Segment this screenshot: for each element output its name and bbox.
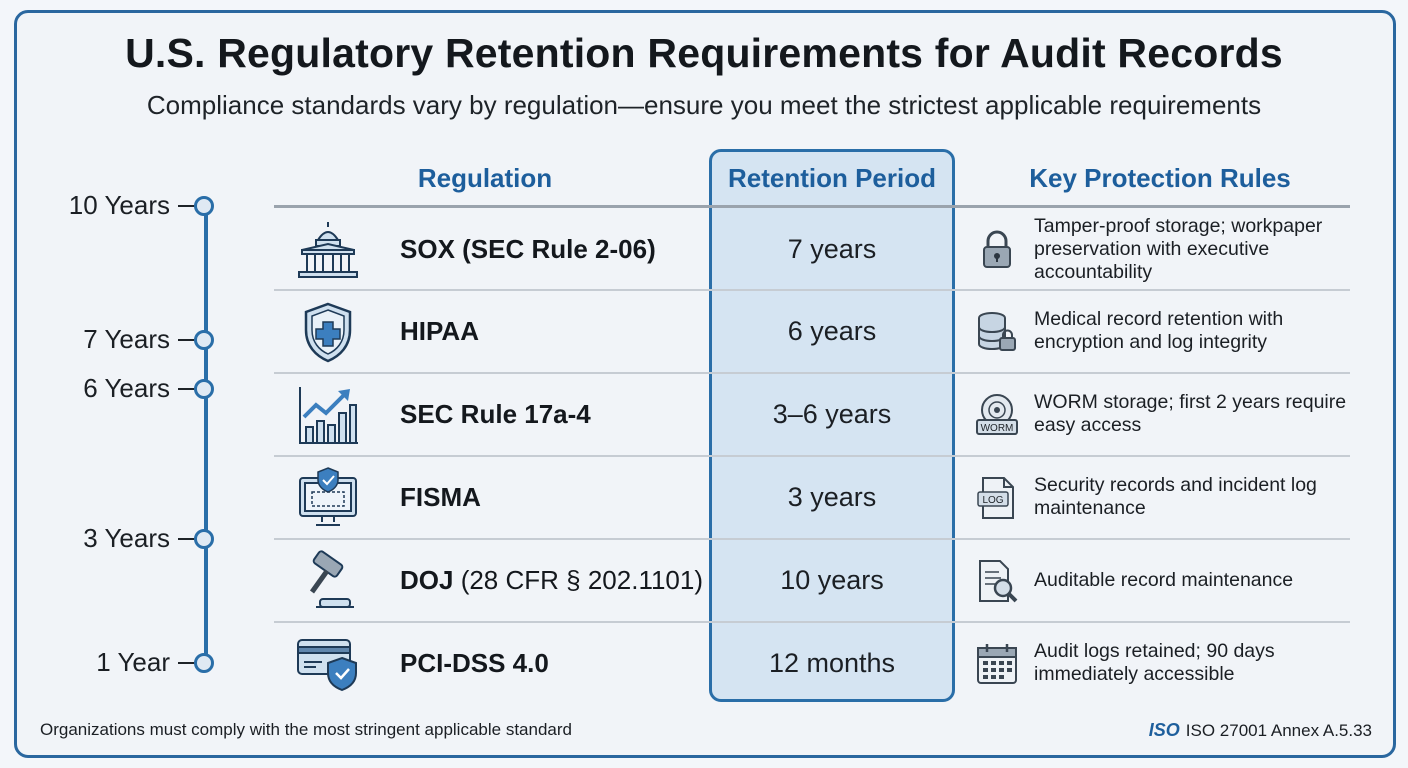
- timeline-label: 6 Years: [83, 373, 170, 403]
- infographic-frame: [14, 10, 1396, 758]
- protection-rule: Tamper-proof storage; workpaper preserva…: [1034, 214, 1323, 283]
- padlock-icon: [983, 230, 1011, 268]
- timeline-marker: [194, 196, 214, 216]
- row-divider: [274, 455, 1350, 457]
- secure-monitor-icon: [299, 467, 357, 526]
- timeline-marker: [194, 330, 214, 350]
- regulation-name: SOX (SEC Rule 2-06): [400, 234, 656, 264]
- log-label: LOG: [982, 495, 1003, 506]
- protection-rule: Medical record retention with encryption…: [1034, 308, 1284, 353]
- timeline-tick-dash: [178, 205, 196, 207]
- regulation-name: DOJ (28 CFR § 202.1101): [400, 565, 704, 595]
- column-header-regulation: Regulation: [417, 163, 553, 193]
- growth-chart-icon: [299, 387, 358, 444]
- retention-column-highlight: [709, 149, 955, 702]
- regulation-name: PCI-DSS 4.0: [400, 648, 549, 678]
- timeline-label: 7 Years: [83, 324, 170, 354]
- retention-period: 3 years: [787, 482, 877, 512]
- timeline-tick-dash: [178, 388, 196, 390]
- calendar-icon: [977, 644, 1017, 684]
- timeline-tick-dash: [178, 662, 196, 664]
- retention-period: 7 years: [787, 234, 877, 264]
- row-divider: [274, 621, 1350, 623]
- log-file-icon: LOG: [977, 477, 1014, 519]
- protection-rule: Security records and incident log mainte…: [1034, 474, 1317, 519]
- retention-period: 6 years: [787, 316, 877, 346]
- page-title: U.S. Regulatory Retention Requirements f…: [125, 30, 1283, 76]
- document-search-icon: [979, 560, 1018, 603]
- row-divider: [274, 289, 1350, 291]
- regulation-name: SEC Rule 17a-4: [400, 399, 591, 429]
- capitol-building-icon: [298, 222, 358, 278]
- table-row: FISMA 3 years LOG Security records and i…: [274, 456, 1350, 538]
- timeline-label: 3 Years: [83, 523, 170, 553]
- row-divider: [274, 538, 1350, 540]
- page-subtitle: Compliance standards vary by regulation—…: [146, 90, 1262, 120]
- regulation-name: HIPAA: [400, 316, 479, 346]
- credit-card-shield-icon: [297, 639, 357, 692]
- timeline-label: 1 Year: [96, 647, 170, 677]
- timeline-tick-dash: [178, 538, 196, 540]
- retention-period: 10 years: [780, 565, 884, 595]
- timeline-tick-dash: [178, 339, 196, 341]
- gavel-icon: [309, 550, 354, 608]
- iso-logo: ISO: [1148, 720, 1180, 740]
- medical-shield-icon: [304, 302, 352, 363]
- retention-period: 12 months: [768, 648, 896, 678]
- timeline-marker: [194, 529, 214, 549]
- column-header-retention: Retention Period: [727, 163, 936, 193]
- table-row: SOX (SEC Rule 2-06) 7 years Tamper-proof…: [274, 208, 1350, 290]
- timeline-marker: [194, 653, 214, 673]
- timeline-axis: [204, 206, 208, 663]
- table-row: PCI-DSS 4.0 12 months Audit logs retaine…: [274, 622, 1350, 704]
- footer-note: Organizations must comply with the most …: [40, 720, 572, 739]
- row-divider: [274, 372, 1350, 374]
- header-divider: [274, 205, 1350, 208]
- protection-rule: Audit logs retained; 90 days immediately…: [1034, 640, 1275, 685]
- retention-period: 3–6 years: [772, 399, 892, 429]
- timeline-marker: [194, 379, 214, 399]
- table-row: SEC Rule 17a-4 3–6 years WORM WORM stora…: [274, 373, 1350, 455]
- table-row: DOJ (28 CFR § 202.1101) 10 years Auditab…: [274, 539, 1350, 621]
- protection-rule: Auditable record maintenance: [1034, 568, 1294, 591]
- protection-rule: WORM storage; first 2 years require easy…: [1034, 391, 1347, 436]
- database-lock-icon: [978, 312, 1016, 351]
- iso-reference: ISO 27001 Annex A.5.33: [1185, 720, 1372, 740]
- footer-reference: ISO ISO 27001 Annex A.5.33: [1149, 720, 1372, 741]
- worm-disk-icon: WORM: [976, 394, 1018, 435]
- worm-label: WORM: [981, 423, 1014, 434]
- column-header-rules: Key Protection Rules: [1029, 163, 1291, 193]
- table-row: HIPAA 6 years Medical record retention w…: [274, 290, 1350, 372]
- regulation-name: FISMA: [400, 482, 481, 512]
- timeline-label: 10 Years: [68, 190, 170, 220]
